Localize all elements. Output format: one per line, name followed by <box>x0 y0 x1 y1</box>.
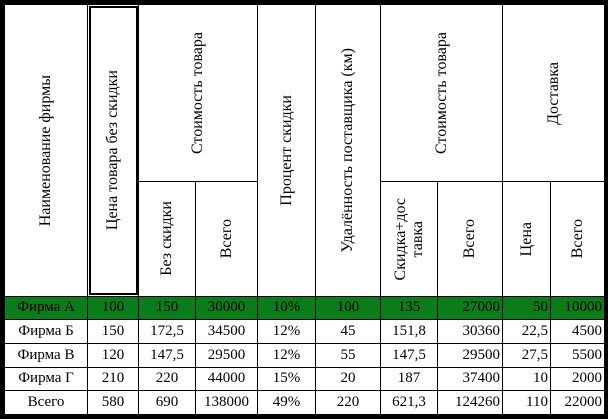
cell-distance[interactable]: 45 <box>315 319 381 344</box>
cell-discount-delivery[interactable]: 187 <box>380 366 438 392</box>
cell-cost-total-2[interactable]: 27000 <box>437 295 503 321</box>
cell-name[interactable]: Фирма Б <box>4 319 88 344</box>
data-table: Наименование фирмы Цена товара без скидк… <box>4 3 605 415</box>
cell-price[interactable]: 150 <box>87 319 139 344</box>
cell-name[interactable]: Всего <box>4 390 88 415</box>
header-delivery-price: Цена <box>502 181 551 297</box>
header-discount-percent-label: Процент скидки <box>277 94 295 206</box>
cell-price[interactable]: 580 <box>87 390 139 415</box>
cell-cost-total[interactable]: 29500 <box>195 342 258 368</box>
cell-discount-delivery[interactable]: 151,8 <box>380 319 438 344</box>
header-cost-no-discount-label: Без скидки <box>158 201 175 277</box>
cell-delivery-price[interactable]: 110 <box>502 390 551 415</box>
header-discount-delivery: Скидка+дос тавка <box>380 181 438 297</box>
cell-delivery-price[interactable]: 27,5 <box>502 342 551 368</box>
cell-cost-no-discount[interactable]: 172,5 <box>138 319 196 344</box>
cell-delivery-total[interactable]: 5500 <box>550 342 605 368</box>
cell-cost-total-2[interactable]: 124260 <box>437 390 503 415</box>
cell-cost-total[interactable]: 44000 <box>195 366 258 392</box>
cell-delivery-price[interactable]: 50 <box>502 295 551 321</box>
cell-name[interactable]: Фирма В <box>4 342 88 368</box>
header-discount-percent: Процент скидки <box>257 4 316 297</box>
header-delivery-total: Всего <box>550 181 605 297</box>
cell-cost-no-discount[interactable]: 690 <box>138 390 196 415</box>
header-delivery-price-label: Цена <box>517 221 535 256</box>
cell-discount-percent[interactable]: 12% <box>257 319 316 344</box>
header-cost-no-discount: Без скидки <box>138 181 196 297</box>
cell-distance[interactable]: 100 <box>315 295 381 321</box>
cell-delivery-total[interactable]: 22000 <box>550 390 605 415</box>
cell-distance[interactable]: 220 <box>315 390 381 415</box>
cell-delivery-price[interactable]: 10 <box>502 366 551 392</box>
cell-name[interactable]: Фирма А <box>4 295 88 321</box>
header-cost-group-label: Стоимость товара <box>189 32 206 155</box>
cell-delivery-total[interactable]: 2000 <box>550 366 605 392</box>
cell-name[interactable]: Фирма Г <box>4 366 88 392</box>
header-delivery-group: Доставка <box>502 3 605 183</box>
header-cost-group-2: Стоимость товара <box>380 3 503 183</box>
cell-discount-delivery[interactable]: 621,3 <box>380 390 438 415</box>
cell-discount-percent[interactable]: 15% <box>257 366 316 392</box>
table-row: Фирма Г 210 220 44000 15% 20 187 37400 1… <box>4 366 605 392</box>
header-cost-total-2: Всего <box>437 181 503 297</box>
cell-cost-total-2[interactable]: 37400 <box>437 366 503 392</box>
cell-cost-no-discount[interactable]: 220 <box>138 366 196 392</box>
header-row-bottom: Без скидки Всего Скидка+дос тавка Всего Ц… <box>5 181 605 297</box>
header-distance: Удалённость поставщика (км) <box>315 4 381 297</box>
cell-distance[interactable]: 55 <box>315 342 381 368</box>
header-discount-delivery-line2: тавка <box>409 220 426 258</box>
cell-distance[interactable]: 20 <box>315 366 381 392</box>
cell-discount-percent[interactable]: 12% <box>257 342 316 368</box>
cell-price[interactable]: 100 <box>87 295 139 321</box>
header-row-top: Наименование фирмы Цена товара без скидк… <box>4 3 605 297</box>
cell-delivery-total[interactable]: 4500 <box>550 319 605 344</box>
header-delivery-total-label: Всего <box>568 219 586 259</box>
header-company: Наименование фирмы <box>4 4 88 297</box>
cell-cost-total[interactable]: 34500 <box>195 319 258 344</box>
table-row: Фирма В 120 147,5 29500 12% 55 147,5 295… <box>4 342 605 368</box>
header-discount-delivery-label: Скидка+дос тавка <box>392 198 426 280</box>
header-discount-delivery-line1: Скидка+дос <box>392 197 409 281</box>
cell-cost-no-discount[interactable]: 147,5 <box>138 342 196 368</box>
cell-price[interactable]: 120 <box>87 342 139 368</box>
table-row: Фирма А 100 150 30000 10% 100 135 27000 … <box>4 295 605 321</box>
header-cost-group-2-label: Стоимость товара <box>432 32 450 155</box>
header-price-no-discount-label: Цена товара без скидки <box>104 70 121 231</box>
cell-delivery-price[interactable]: 22,5 <box>502 319 551 344</box>
cell-discount-delivery[interactable]: 135 <box>380 295 438 321</box>
header-delivery-group-label: Доставка <box>544 61 562 125</box>
header-cost-total-2-label: Всего <box>461 219 478 259</box>
header-price-no-discount[interactable]: Цена товара без скидки <box>87 4 139 297</box>
cell-price[interactable]: 210 <box>87 366 139 392</box>
cell-cost-total[interactable]: 30000 <box>195 295 258 321</box>
table-row-total: Всего 580 690 138000 49% 220 621,3 12426… <box>4 390 605 415</box>
cell-cost-total-2[interactable]: 30360 <box>437 319 503 344</box>
cell-delivery-total[interactable]: 10000 <box>550 295 605 321</box>
cell-cost-total[interactable]: 138000 <box>195 390 258 415</box>
cell-cost-total-2[interactable]: 29500 <box>437 342 503 368</box>
table-row: Фирма Б 150 172,5 34500 12% 45 151,8 303… <box>4 319 605 344</box>
cell-cost-no-discount[interactable]: 150 <box>138 295 196 321</box>
cell-discount-delivery[interactable]: 147,5 <box>380 342 438 368</box>
header-distance-label: Удалённость поставщика (км) <box>339 48 356 253</box>
header-company-label: Наименование фирмы <box>37 74 54 226</box>
header-cost-total: Всего <box>195 181 258 297</box>
header-cost-group: Стоимость товара <box>138 3 258 183</box>
cell-discount-percent[interactable]: 49% <box>257 390 316 415</box>
header-cost-total-label: Всего <box>217 219 235 259</box>
cell-discount-percent[interactable]: 10% <box>257 295 316 321</box>
